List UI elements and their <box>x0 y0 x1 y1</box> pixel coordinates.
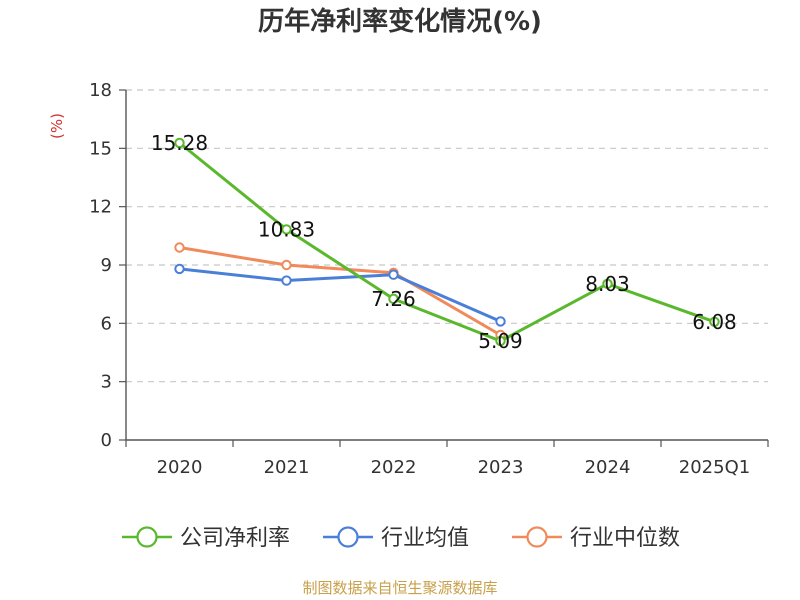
y-axis-unit-label: (%) <box>48 113 66 139</box>
data-point <box>495 335 506 347</box>
y-tick-label: 18 <box>89 80 112 101</box>
y-tick-label: 12 <box>89 197 112 218</box>
data-point <box>174 263 185 275</box>
data-point <box>174 242 185 253</box>
legend-label: 公司净利率 <box>180 526 290 551</box>
data-label: 15.28 <box>151 131 208 155</box>
series-line <box>179 267 502 323</box>
data-label: 6.08 <box>692 310 737 334</box>
y-tick-label: 9 <box>101 255 112 276</box>
chart-title: 历年净利率变化情况(%) <box>258 7 542 37</box>
source-note: 制图数据来自恒生聚源数据库 <box>302 579 498 597</box>
data-label: 5.09 <box>478 329 523 353</box>
legend-marker <box>526 526 548 548</box>
data-label: 10.83 <box>258 217 315 241</box>
data-point <box>281 275 292 286</box>
data-point <box>388 269 399 280</box>
x-tick-label: 2020 <box>157 457 203 478</box>
legend-marker <box>337 526 359 548</box>
x-tick-label: 2022 <box>371 457 417 478</box>
x-tick-label: 2023 <box>478 457 524 478</box>
y-tick-label: 0 <box>101 430 112 451</box>
data-label: 8.03 <box>585 272 630 296</box>
data-point <box>281 224 292 235</box>
legend-label: 行业均值 <box>381 526 469 551</box>
y-tick-label: 3 <box>101 372 112 393</box>
x-tick-label: 2024 <box>585 457 631 478</box>
legend-marker <box>136 526 158 548</box>
data-point <box>495 316 506 327</box>
data-point <box>174 137 185 149</box>
x-tick-label: 2021 <box>264 457 310 478</box>
legend-label: 行业中位数 <box>570 526 680 551</box>
series-line <box>179 246 502 337</box>
data-point <box>388 293 399 305</box>
data-point <box>602 278 613 290</box>
data-point <box>281 259 292 271</box>
y-tick-label: 15 <box>89 138 112 159</box>
data-point <box>709 316 720 327</box>
x-tick-label: 2025Q1 <box>679 457 750 478</box>
data-label: 7.26 <box>371 287 416 311</box>
series-line <box>178 141 716 343</box>
y-tick-label: 6 <box>101 313 112 334</box>
